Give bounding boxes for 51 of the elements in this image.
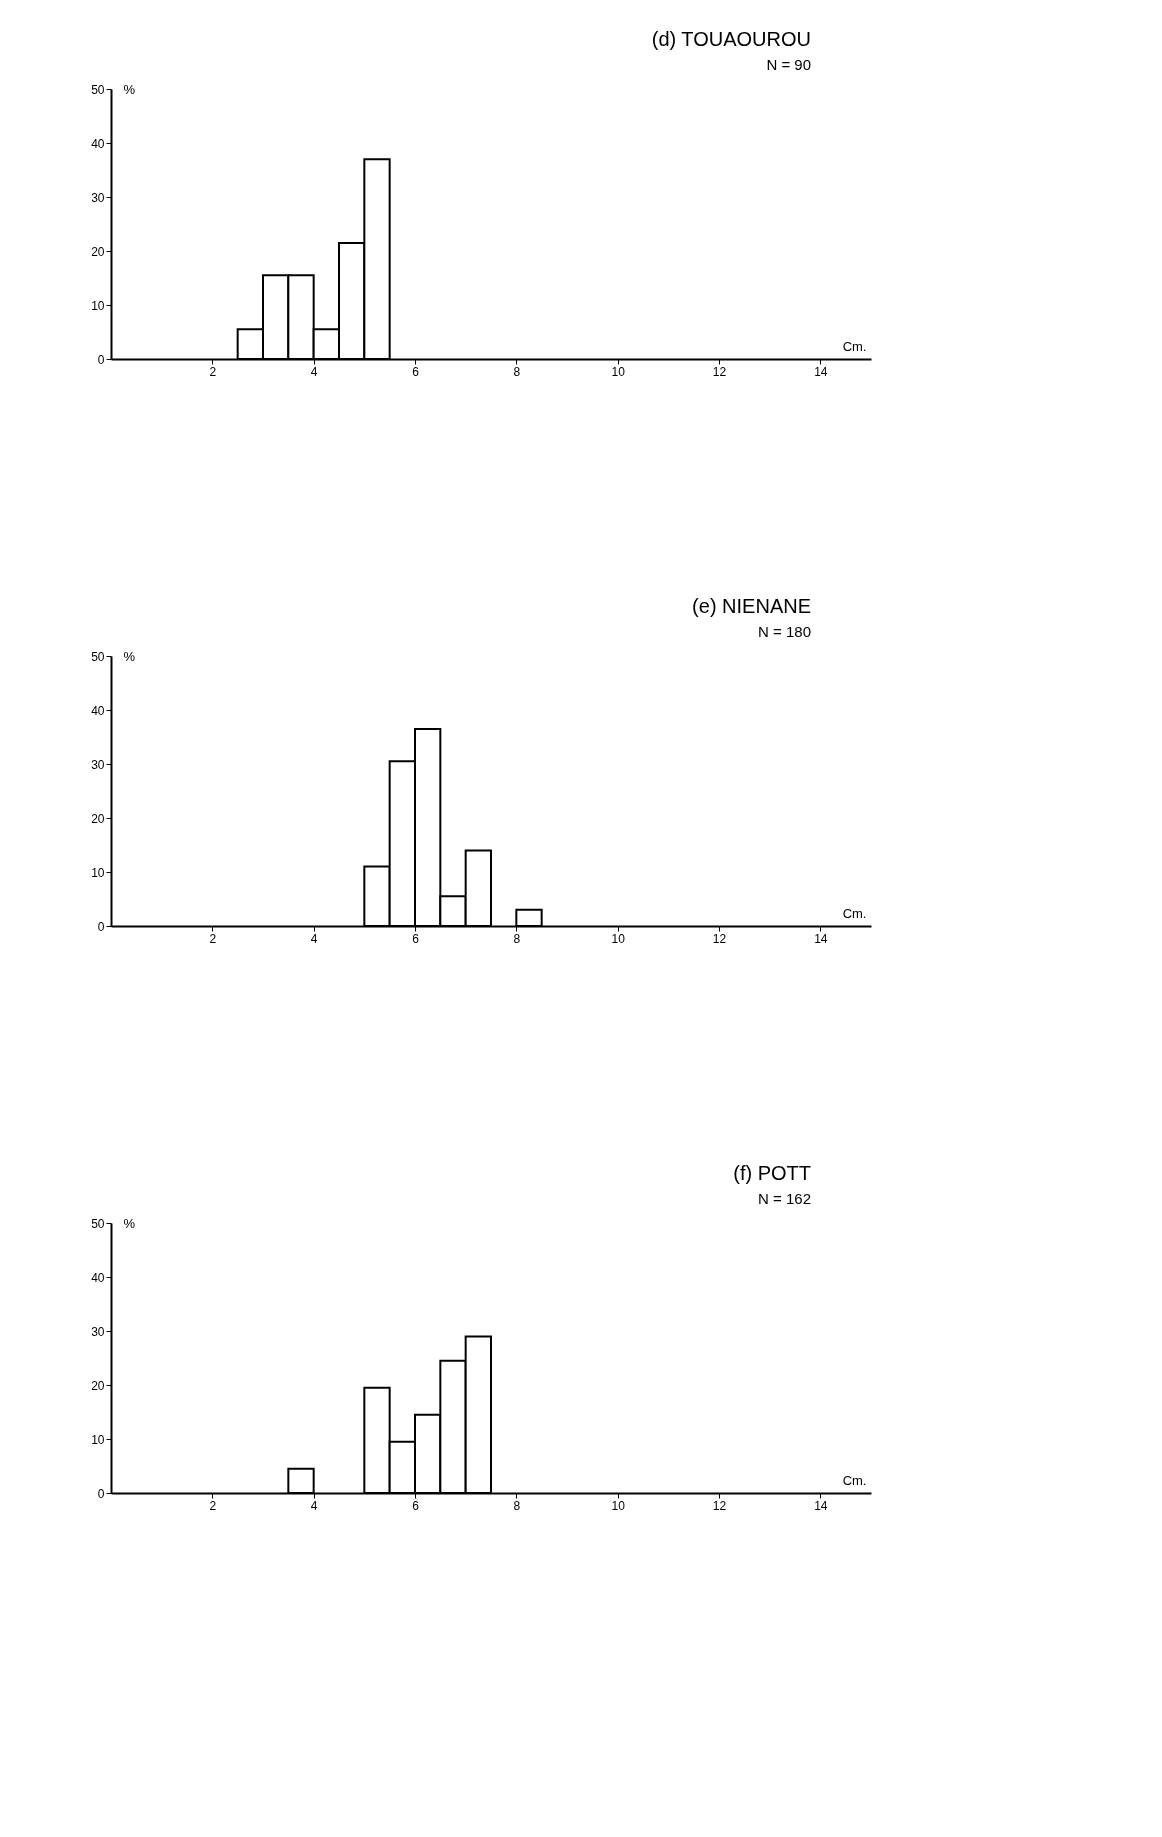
- y-tick-label: 0: [97, 1486, 105, 1501]
- y-tick-label: 30: [91, 1324, 105, 1339]
- x-tick-label: 10: [611, 1498, 626, 1513]
- x-tick-label: 6: [412, 1498, 420, 1513]
- x-tick-label: 6: [412, 931, 420, 946]
- y-axis-title: %: [123, 648, 136, 664]
- x-tick-label: 12: [712, 364, 727, 379]
- x-axis-title: Cm.: [842, 338, 867, 354]
- chart-subtitle: N = 180: [758, 623, 811, 640]
- chart-title: (f) POTT: [733, 1162, 811, 1184]
- chart-title: (d) TOUAOUROU: [651, 28, 811, 50]
- x-tick-label: 10: [611, 364, 626, 379]
- x-tick-label: 6: [412, 364, 420, 379]
- x-tick-label: 4: [310, 364, 318, 379]
- x-tick-label: 4: [310, 931, 318, 946]
- x-axis-title: Cm.: [842, 1472, 867, 1488]
- y-tick-label: 20: [91, 244, 105, 259]
- y-tick-label: 50: [91, 649, 105, 664]
- y-tick-label: 0: [97, 919, 105, 934]
- y-tick-label: 30: [91, 190, 105, 205]
- x-tick-label: 14: [814, 364, 828, 379]
- y-axis-title: %: [123, 81, 136, 97]
- x-axis-title: Cm.: [842, 905, 867, 921]
- y-tick-label: 40: [91, 136, 105, 151]
- y-tick-label: 20: [91, 1378, 105, 1393]
- y-tick-label: 0: [97, 352, 105, 367]
- x-tick-label: 14: [814, 1498, 828, 1513]
- y-tick-label: 30: [91, 757, 105, 772]
- y-tick-label: 40: [91, 1270, 105, 1285]
- x-tick-label: 8: [513, 364, 521, 379]
- y-tick-label: 50: [91, 82, 105, 97]
- chart-subtitle: N = 90: [766, 56, 811, 73]
- x-tick-label: 12: [712, 931, 727, 946]
- x-tick-label: 14: [814, 931, 828, 946]
- chart-title: (e) NIENANE: [692, 595, 811, 617]
- y-tick-label: 10: [91, 865, 105, 880]
- y-tick-label: 10: [91, 298, 105, 313]
- x-tick-label: 8: [513, 931, 521, 946]
- x-tick-label: 2: [209, 364, 217, 379]
- x-tick-label: 10: [611, 931, 626, 946]
- chart-subtitle: N = 162: [758, 1190, 811, 1207]
- y-tick-label: 50: [91, 1216, 105, 1231]
- y-tick-label: 40: [91, 703, 105, 718]
- y-axis-title: %: [123, 1215, 136, 1231]
- x-tick-label: 8: [513, 1498, 521, 1513]
- x-tick-label: 4: [310, 1498, 318, 1513]
- x-tick-label: 2: [209, 1498, 217, 1513]
- y-tick-label: 10: [91, 1432, 105, 1447]
- y-tick-label: 20: [91, 811, 105, 826]
- x-tick-label: 12: [712, 1498, 727, 1513]
- x-tick-label: 2: [209, 931, 217, 946]
